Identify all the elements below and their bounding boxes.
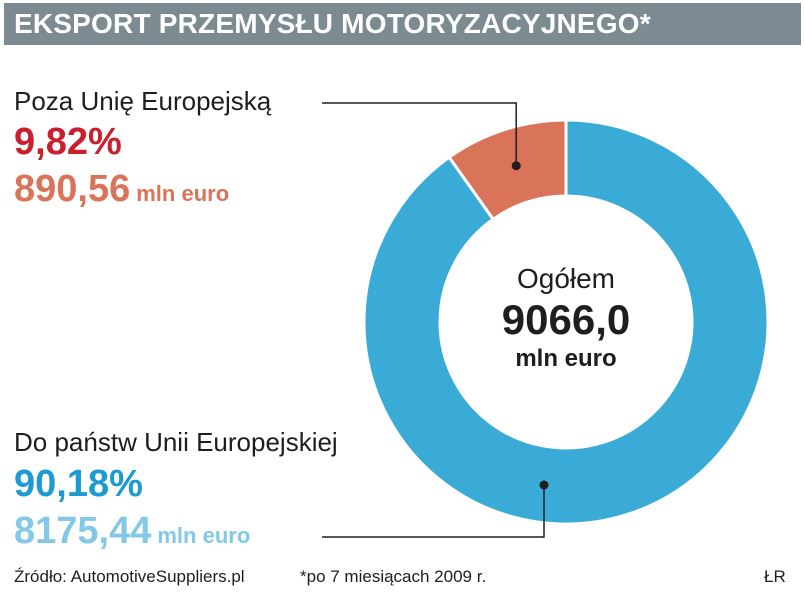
non-eu-leader-dot — [511, 161, 521, 171]
eu-name: Do państw Unii Europejskiej — [14, 427, 338, 457]
center-unit: mln euro — [515, 345, 617, 372]
eu-unit: mln euro — [157, 523, 251, 548]
non-eu-value: 890,56 — [14, 168, 131, 210]
non-eu-name: Poza Unię Europejską — [14, 86, 272, 116]
eu-leader-dot — [539, 480, 549, 490]
donut-slice-eu — [362, 118, 770, 526]
footnote: *po 7 miesiącach 2009 r. — [300, 567, 487, 586]
center-label: Ogółem — [516, 263, 616, 294]
title-bar: EKSPORT PRZEMYSŁU MOTORYZACYJNEGO* — [4, 3, 801, 45]
non-eu-percent: 9,82% — [14, 121, 122, 163]
eu-leader-line — [322, 485, 545, 538]
non-eu-leader-line — [322, 102, 517, 166]
non-eu-value-row: 890,56 mln euro — [14, 168, 229, 211]
author-initials: ŁR — [764, 567, 786, 586]
non-eu-unit: mln euro — [136, 181, 230, 206]
eu-value: 8175,44 — [14, 510, 152, 552]
source-note: Źródło: AutomotiveSuppliers.pl — [14, 567, 245, 586]
eu-percent: 90,18% — [14, 463, 143, 505]
chart-title: EKSPORT PRZEMYSŁU MOTORYZACYJNEGO* — [14, 8, 651, 39]
eu-value-row: 8175,44 mln euro — [14, 510, 250, 553]
center-value: 9066,0 — [501, 296, 631, 343]
